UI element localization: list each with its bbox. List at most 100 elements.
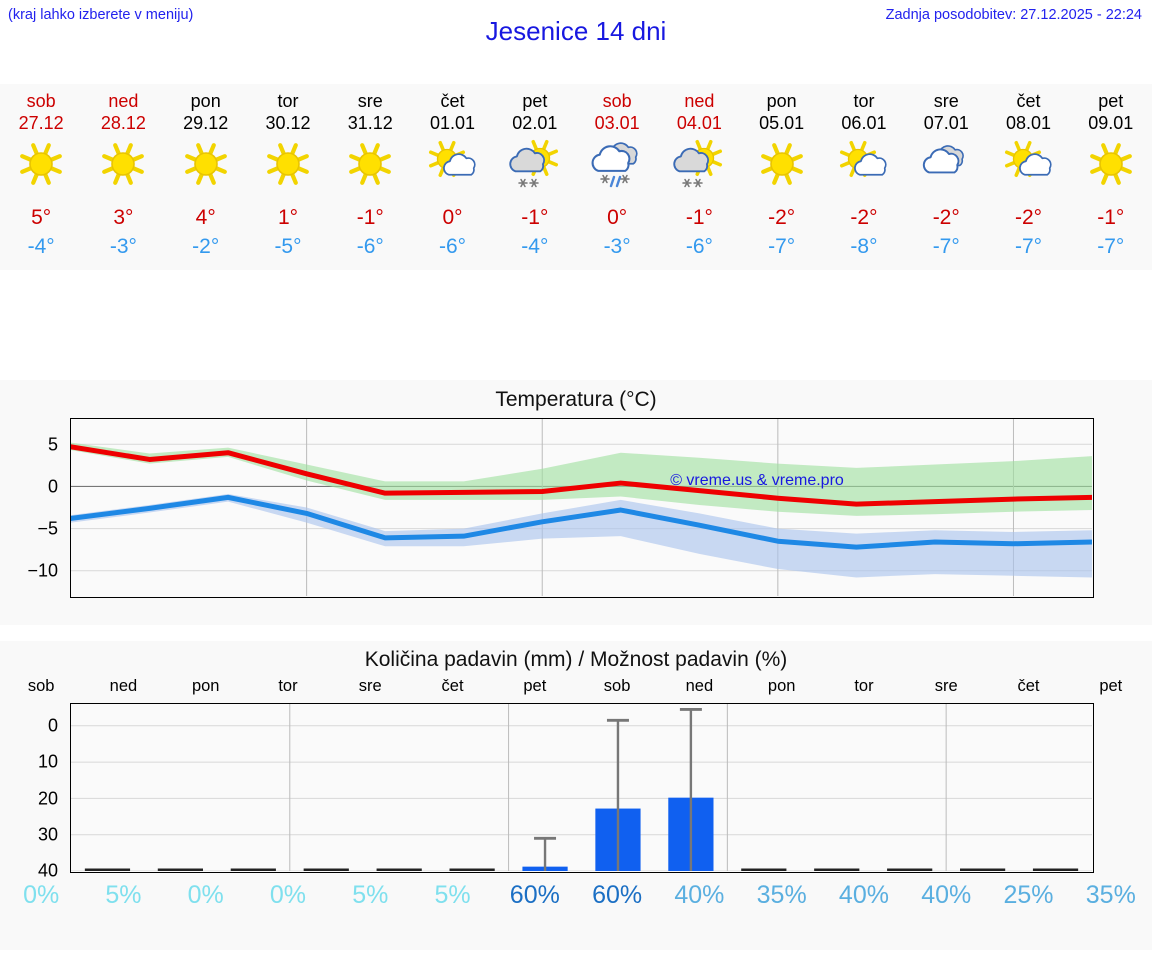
sun-icon	[256, 137, 320, 193]
day-column[interactable]: ned 04.01 -1° -6°	[658, 84, 740, 270]
precipitation-day-label: tor	[278, 677, 298, 695]
day-temp-max: -2°	[1014, 206, 1043, 229]
day-temp-max: 5°	[31, 206, 52, 229]
day-name: čet	[1016, 91, 1041, 111]
sun-icon	[750, 137, 814, 193]
cloud-rain-snow-icon	[585, 137, 649, 193]
precipitation-day-label: čet	[1017, 677, 1040, 695]
day-name: pon	[190, 91, 221, 111]
precipitation-probability: 0%	[187, 881, 224, 909]
precipitation-probability: 25%	[1003, 881, 1054, 909]
precipitation-day-label: tor	[854, 677, 874, 695]
day-column[interactable]: čet 08.01 -2° -7°	[987, 84, 1069, 270]
day-temp-min: -7°	[1014, 235, 1043, 258]
day-temp-max: -2°	[768, 206, 796, 229]
forecast-days-strip: sob 27.12 5° -4° ned 28.12 3° -3° pon 29.12 4° -2° t…	[0, 84, 1152, 270]
sun-cloud-snow-icon	[503, 137, 567, 193]
day-column[interactable]: sre 31.12 -1° -6°	[329, 84, 411, 270]
temperature-y-axis: 5 0 −5 −10	[0, 418, 64, 598]
precipitation-probability: 0%	[269, 881, 307, 909]
day-date: 08.01	[1005, 113, 1052, 133]
precipitation-chart-title: Količina padavin (mm) / Možnost padavin …	[364, 648, 788, 671]
temperature-chart-title: Temperatura (°C)	[495, 388, 657, 411]
precipitation-day-label: čet	[441, 677, 464, 695]
day-column[interactable]: sob 27.12 5° -4°	[0, 84, 82, 270]
day-temp-min: -3°	[603, 235, 631, 258]
day-name: sre	[933, 91, 959, 111]
temperature-y-tick: 0	[47, 476, 58, 497]
precipitation-probability: 35%	[1085, 881, 1136, 909]
sun-cloud-icon	[997, 137, 1061, 193]
day-name: čet	[440, 91, 465, 111]
precipitation-probability: 5%	[105, 881, 142, 909]
day-column[interactable]: sre 07.01 -2° -7°	[905, 84, 987, 270]
day-date: 29.12	[183, 113, 229, 133]
day-temp-max: 4°	[195, 206, 216, 229]
day-date: 01.01	[430, 113, 476, 133]
precipitation-bars-svg	[71, 704, 1092, 871]
precipitation-day-label: pet	[523, 677, 547, 695]
day-temp-min: -5°	[274, 235, 302, 258]
day-temp-min: -4°	[521, 235, 549, 258]
day-temp-min: -3°	[109, 235, 137, 258]
day-date: 03.01	[594, 113, 640, 133]
precipitation-y-tick: 10	[37, 751, 58, 772]
precipitation-y-tick: 30	[37, 824, 58, 845]
day-temp-min: -7°	[932, 235, 960, 258]
day-date: 28.12	[100, 113, 146, 133]
day-column[interactable]: pon 29.12 4° -2°	[165, 84, 247, 270]
day-column[interactable]: sob 03.01 0° -3°	[576, 84, 658, 270]
precipitation-probability: 35%	[756, 881, 807, 909]
day-temp-max: -2°	[932, 206, 960, 229]
page-title: Jesenice 14 dni	[485, 16, 667, 46]
day-date: 04.01	[676, 113, 722, 133]
precipitation-probability-row: 0% 5% 0% 0% 5% 5% 60% 60% 40% 35% 40% 40% 25% 35%	[0, 881, 1152, 921]
day-column[interactable]: tor 06.01 -2° -8°	[823, 84, 905, 270]
day-name: pon	[766, 91, 797, 111]
day-name: ned	[684, 91, 715, 111]
precipitation-panel: Količina padavin (mm) / Možnost padavin …	[0, 641, 1152, 950]
day-temp-min: -4°	[27, 235, 55, 258]
precipitation-y-tick: 20	[37, 788, 58, 809]
day-temp-min: -8°	[850, 235, 878, 258]
day-temp-max: 3°	[113, 206, 134, 229]
temperature-panel: Temperatura (°C) 5 0 −5 −10 © vreme.us & vr…	[0, 380, 1152, 625]
day-temp-max: -1°	[356, 206, 384, 229]
day-date: 02.01	[512, 113, 558, 133]
day-temp-min: -7°	[768, 235, 796, 258]
page-header: (kraj lahko izberete v meniju) Jesenice …	[0, 0, 1152, 60]
precipitation-probability: 40%	[674, 881, 725, 909]
precipitation-day-label: sob	[27, 677, 55, 695]
day-column[interactable]: pet 09.01 -1° -7°	[1070, 84, 1152, 270]
precipitation-probability: 60%	[592, 881, 643, 909]
precipitation-y-tick: 40	[37, 860, 58, 881]
day-temp-min: -6°	[356, 235, 384, 258]
sun-cloud-snow-icon	[667, 137, 731, 193]
temperature-y-tick: 5	[47, 434, 58, 455]
day-column[interactable]: pon 05.01 -2° -7°	[741, 84, 823, 270]
precipitation-probability: 5%	[352, 881, 389, 909]
day-date: 06.01	[841, 113, 887, 133]
sun-icon	[338, 137, 402, 193]
day-column[interactable]: pet 02.01 -1° -4°	[494, 84, 576, 270]
day-column[interactable]: ned 28.12 3° -3°	[82, 84, 164, 270]
sun-cloud-icon	[832, 137, 896, 193]
sun-icon	[91, 137, 155, 193]
day-date: 07.01	[923, 113, 969, 133]
precipitation-probability: 60%	[509, 881, 560, 909]
precipitation-day-label: pon	[191, 677, 220, 695]
day-column[interactable]: čet 01.01 0° -6°	[411, 84, 493, 270]
day-temp-max: 0°	[442, 206, 463, 229]
precipitation-probability: 40%	[838, 881, 889, 909]
day-date: 05.01	[759, 113, 805, 133]
day-column[interactable]: tor 30.12 1° -5°	[247, 84, 329, 270]
precipitation-day-label: sre	[934, 677, 958, 695]
day-name: tor	[277, 91, 299, 111]
day-date: 27.12	[18, 113, 64, 133]
cloud-icon	[914, 137, 978, 193]
day-temp-min: -2°	[192, 235, 220, 258]
last-update-text: Zadnja posodobitev: 27.12.2025 - 22:24	[885, 7, 1142, 23]
sun-cloud-icon	[421, 137, 485, 193]
day-name: sob	[26, 91, 56, 111]
copyright-text: © vreme.us & vreme.pro	[670, 472, 844, 489]
